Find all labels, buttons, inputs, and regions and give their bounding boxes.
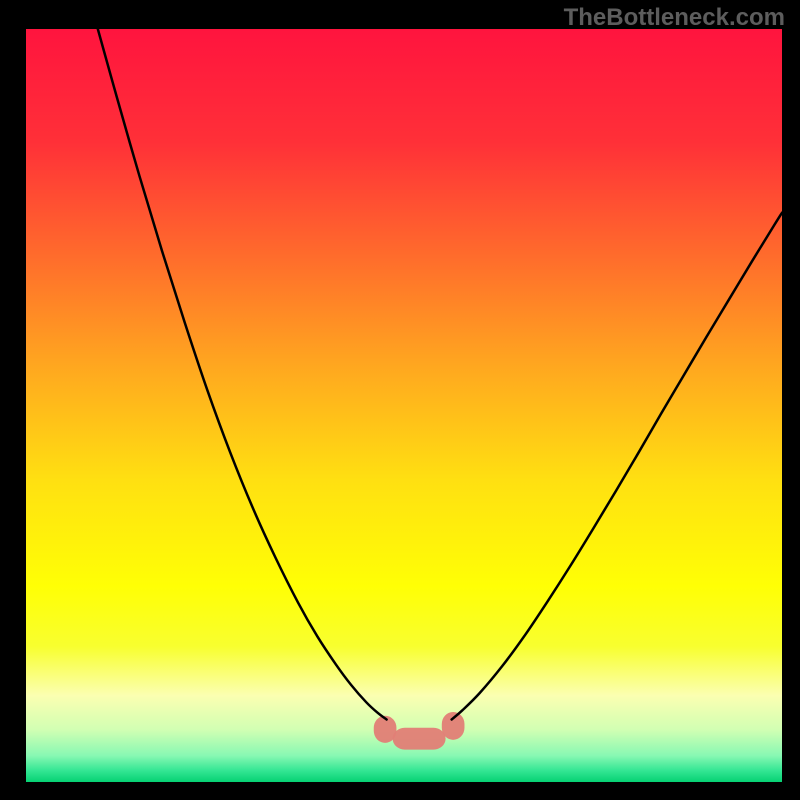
bottom-marker-2 — [442, 712, 465, 740]
chart-frame: TheBottleneck.com — [0, 0, 800, 800]
bottom-marker-1 — [393, 728, 446, 750]
plot-area — [26, 29, 782, 782]
curve-left — [98, 29, 387, 720]
curves-layer — [26, 29, 782, 782]
curve-right — [452, 213, 782, 720]
watermark-text: TheBottleneck.com — [564, 4, 785, 32]
